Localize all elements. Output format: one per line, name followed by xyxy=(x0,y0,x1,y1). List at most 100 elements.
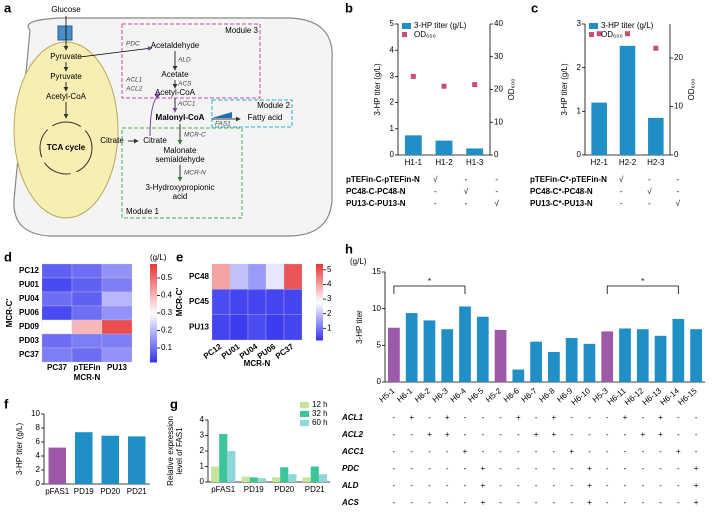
bar xyxy=(636,329,649,382)
node: 3-Hydroxypropionic xyxy=(146,183,215,192)
heat-cell xyxy=(247,289,267,315)
colorbar-swatch xyxy=(150,264,157,267)
tick-label: 0.2 xyxy=(161,326,173,335)
point xyxy=(410,73,416,79)
axis-label: 3-HP titer (g/L) xyxy=(15,423,24,476)
condition-cell: - xyxy=(410,464,413,473)
condition-cell: - xyxy=(517,430,520,439)
heat-cell xyxy=(41,277,73,293)
panel-label: b xyxy=(345,0,353,15)
point xyxy=(441,83,447,89)
colorbar-swatch xyxy=(150,344,157,348)
heat-cell xyxy=(41,319,73,335)
heat-cell xyxy=(41,305,73,321)
colorbar-swatch xyxy=(316,286,323,290)
bar xyxy=(75,432,93,484)
panel-label: e xyxy=(176,249,183,264)
condition-label: PC48-C-PC48-N xyxy=(346,187,406,196)
condition-cell: - xyxy=(465,199,468,208)
colorbar-swatch xyxy=(316,328,323,331)
bar xyxy=(690,329,702,382)
legend-label: 3-HP titer (g/L) xyxy=(601,21,654,30)
row-label: PU04 xyxy=(19,294,40,303)
colorbar-swatch xyxy=(150,278,157,282)
node: Acetyl-CoA xyxy=(46,92,87,101)
condition-cell: - xyxy=(428,464,431,473)
tick-label: 1 xyxy=(390,124,395,133)
col-label: PU01 xyxy=(220,342,242,361)
heat-cell xyxy=(71,333,103,349)
condition-cell: - xyxy=(624,430,627,439)
condition-cell: - xyxy=(499,430,502,439)
significance-bracket xyxy=(393,285,466,294)
colorbar-swatch xyxy=(150,335,157,338)
bar xyxy=(619,328,631,382)
col-label: PU06 xyxy=(256,342,278,361)
colorbar-swatch xyxy=(150,290,157,294)
enzyme: ACL1 xyxy=(125,77,143,84)
x-tick-label: H2-3 xyxy=(647,158,665,167)
bar xyxy=(405,313,418,382)
condition-cell: - xyxy=(410,498,413,507)
bar xyxy=(388,327,400,382)
tick-label: 0 xyxy=(36,479,41,488)
heat-cell xyxy=(265,289,285,315)
condition-cell: + xyxy=(409,413,414,422)
bar xyxy=(601,331,614,382)
bar xyxy=(441,329,454,382)
node: Acetaldehyde xyxy=(151,41,200,50)
condition-cell: - xyxy=(481,447,484,456)
tick-label: 2 xyxy=(36,465,41,474)
colorbar-swatch xyxy=(316,317,323,320)
condition-cell: - xyxy=(499,498,502,507)
condition-cell: - xyxy=(606,447,609,456)
condition-cell: - xyxy=(641,498,644,507)
condition-cell: - xyxy=(648,175,651,184)
panel-label: f xyxy=(4,396,9,411)
col-label: PC12 xyxy=(202,342,224,361)
condition-cell: - xyxy=(481,413,484,422)
tick-label: 0 xyxy=(377,377,382,386)
enzyme: ACL2 xyxy=(125,86,143,93)
condition-cell: + xyxy=(569,447,574,456)
condition-cell: - xyxy=(535,481,538,490)
heat-cell xyxy=(265,314,285,341)
colorbar-swatch xyxy=(150,286,157,289)
condition-cell: - xyxy=(659,464,662,473)
node: Citrate xyxy=(143,136,167,145)
bar xyxy=(318,474,327,482)
x-tick-label: H6-14 xyxy=(658,386,681,407)
tick-label: 0 xyxy=(200,477,205,486)
condition-cell: √ xyxy=(433,175,438,184)
colorbar-swatch xyxy=(316,330,323,333)
legend-swatch xyxy=(300,402,309,408)
colorbar-swatch xyxy=(316,284,323,288)
tick-label: 3 xyxy=(327,294,332,303)
colorbar-swatch xyxy=(316,305,323,309)
node: Pyruvate xyxy=(50,52,82,61)
condition-cell: - xyxy=(695,413,698,422)
x-tick-label: H6-15 xyxy=(676,386,699,407)
tick-label: 10 xyxy=(372,304,381,313)
tick-label: 10 xyxy=(494,117,503,126)
tick-label: 0.1 xyxy=(161,343,173,352)
condition-cell: - xyxy=(677,464,680,473)
bar xyxy=(476,316,489,382)
condition-cell: + xyxy=(658,413,663,422)
condition-cell: - xyxy=(676,175,679,184)
axis-label: 3-HP titer (g/L) xyxy=(560,63,569,116)
heat-cell xyxy=(71,263,103,279)
tick-label: 20 xyxy=(674,53,683,62)
condition-cell: - xyxy=(553,481,556,490)
condition-cell: - xyxy=(499,481,502,490)
x-tick-label: H6-3 xyxy=(431,386,450,404)
x-tick-label: H6-6 xyxy=(502,386,521,404)
colorbar-swatch xyxy=(150,271,157,275)
row-label: PD03 xyxy=(19,336,40,345)
heat-cell xyxy=(71,319,103,335)
condition-cell: - xyxy=(535,464,538,473)
condition-cell: - xyxy=(553,447,556,456)
condition-label: ACC1 xyxy=(341,447,364,456)
condition-cell: - xyxy=(495,175,498,184)
x-tick-label: H6-5 xyxy=(466,386,485,404)
